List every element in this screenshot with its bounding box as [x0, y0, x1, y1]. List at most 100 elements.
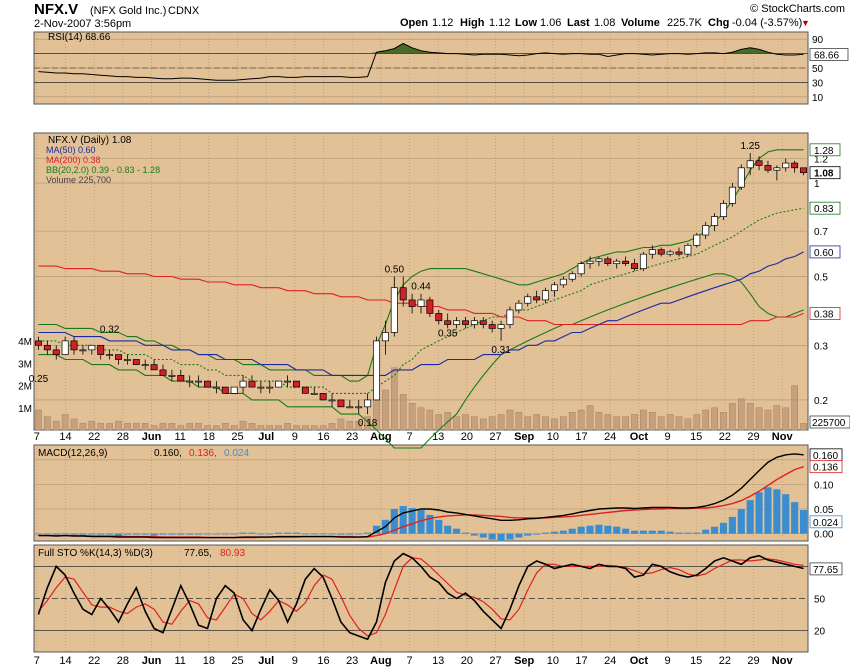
- price-annotation: 1.25: [740, 141, 760, 152]
- volume-bar: [124, 423, 131, 431]
- price-title: NFX.V (Daily) 1.08: [48, 135, 132, 146]
- macd-histogram-bar: [541, 532, 550, 534]
- candle-body: [275, 380, 283, 388]
- candle-body: [604, 258, 612, 264]
- candle-body: [435, 313, 443, 322]
- macd-histogram-bar: [177, 533, 185, 535]
- macd-histogram-bar: [114, 533, 123, 536]
- macd-histogram-bar: [711, 526, 719, 534]
- macd-histogram-bar: [622, 528, 630, 534]
- volume-bar: [382, 389, 389, 431]
- macd-histogram-bar: [195, 533, 203, 535]
- volume-bar: [426, 409, 434, 431]
- candle-body: [319, 393, 327, 401]
- volume-bar: [159, 423, 167, 431]
- volume-label: Volume: [621, 17, 660, 29]
- volume-tick-label: 3M: [18, 359, 32, 370]
- volume-bar: [791, 385, 798, 431]
- price-tick-label: 0.5: [814, 272, 828, 283]
- x-tick-label: Nov: [772, 655, 794, 667]
- macd-histogram-bar: [221, 533, 229, 535]
- exchange-name: CDNX: [168, 5, 200, 17]
- x-tick-label: Jul: [258, 655, 274, 667]
- ma50-line: [38, 251, 804, 376]
- candle-body: [204, 380, 211, 388]
- price-tag-label: 1.08: [814, 169, 834, 180]
- macd-histogram-bar: [737, 509, 745, 534]
- volume-bar: [577, 409, 585, 431]
- macd-histogram-bar: [417, 509, 425, 534]
- price-tag-label: 0.38: [814, 309, 834, 320]
- price-annotation: 0.50: [385, 264, 405, 275]
- x-tick-label: 17: [575, 655, 587, 667]
- volume-bar: [248, 423, 256, 431]
- candle-body: [212, 386, 220, 389]
- macd-histogram-bar: [337, 533, 345, 535]
- macd-histogram-bar: [408, 508, 416, 534]
- volume-bar: [364, 416, 371, 431]
- candle-body: [791, 162, 799, 169]
- volume-bar: [168, 423, 176, 431]
- price-annotation: 0.18: [358, 418, 378, 429]
- price-tick-label: 1: [814, 179, 820, 190]
- volume-bar: [337, 418, 345, 431]
- candle-body: [586, 260, 594, 264]
- volume-bar: [302, 425, 309, 431]
- x-tick-label: 10: [547, 431, 559, 443]
- candle-body: [381, 332, 389, 342]
- volume-bar: [497, 414, 505, 431]
- volume-bar: [604, 414, 612, 431]
- candle-body: [97, 344, 105, 355]
- volume-bar: [52, 420, 60, 431]
- candle-body: [524, 296, 532, 304]
- candle-body: [559, 278, 567, 286]
- volume-bar: [729, 403, 736, 431]
- macd-histogram-bar: [70, 533, 78, 535]
- candle-body: [666, 251, 674, 255]
- candle-body: [506, 309, 514, 325]
- volume-bar: [186, 423, 194, 431]
- volume-bar: [551, 418, 558, 431]
- macd-histogram-bar: [702, 529, 710, 534]
- candle-body: [337, 399, 345, 408]
- x-tick-label: 16: [317, 431, 329, 443]
- macd-histogram-bar: [319, 533, 327, 535]
- macd-histogram-bar: [693, 532, 701, 534]
- macd-histogram-bar: [34, 533, 43, 535]
- candle-body: [248, 380, 256, 388]
- volume-bar: [213, 425, 220, 431]
- volume-bar: [266, 425, 274, 431]
- sto-tick-label: 20: [814, 627, 826, 638]
- bollinger-upper-line: [38, 149, 804, 382]
- macd-histogram-bar: [61, 533, 69, 535]
- candle-body: [186, 380, 194, 383]
- macd-histogram-bar: [453, 528, 461, 534]
- price-tick-label: 0.7: [814, 227, 828, 238]
- macd-histogram-bar: [782, 494, 790, 534]
- rsi-line: [38, 42, 804, 81]
- x-tick-label: 13: [432, 431, 444, 443]
- candle-body: [123, 359, 131, 361]
- open-label: Open: [400, 17, 428, 29]
- x-tick-label: Aug: [370, 655, 391, 667]
- volume-tick-label: 2M: [18, 382, 32, 393]
- x-tick-label: Jun: [142, 431, 162, 443]
- volume-tick-label: 1M: [18, 404, 32, 415]
- high-label: High: [460, 17, 485, 29]
- volume-bar: [293, 425, 300, 431]
- volume-bar: [319, 425, 327, 431]
- macd-histogram-bar: [150, 533, 158, 536]
- macd-histogram-bar: [52, 533, 60, 535]
- volume-bar: [568, 412, 576, 431]
- legend-volume: Volume 225,700: [46, 175, 111, 185]
- volume-bar: [79, 423, 87, 431]
- candle-body: [408, 299, 416, 307]
- macd-histogram-bar: [515, 533, 523, 538]
- macd-histogram-bar: [799, 509, 808, 534]
- candle-body: [417, 299, 425, 307]
- volume-bar: [44, 416, 51, 431]
- volume-bar: [640, 409, 647, 431]
- candle-body: [328, 399, 336, 402]
- macd-histogram-bar: [719, 522, 728, 534]
- volume-bar: [533, 414, 540, 431]
